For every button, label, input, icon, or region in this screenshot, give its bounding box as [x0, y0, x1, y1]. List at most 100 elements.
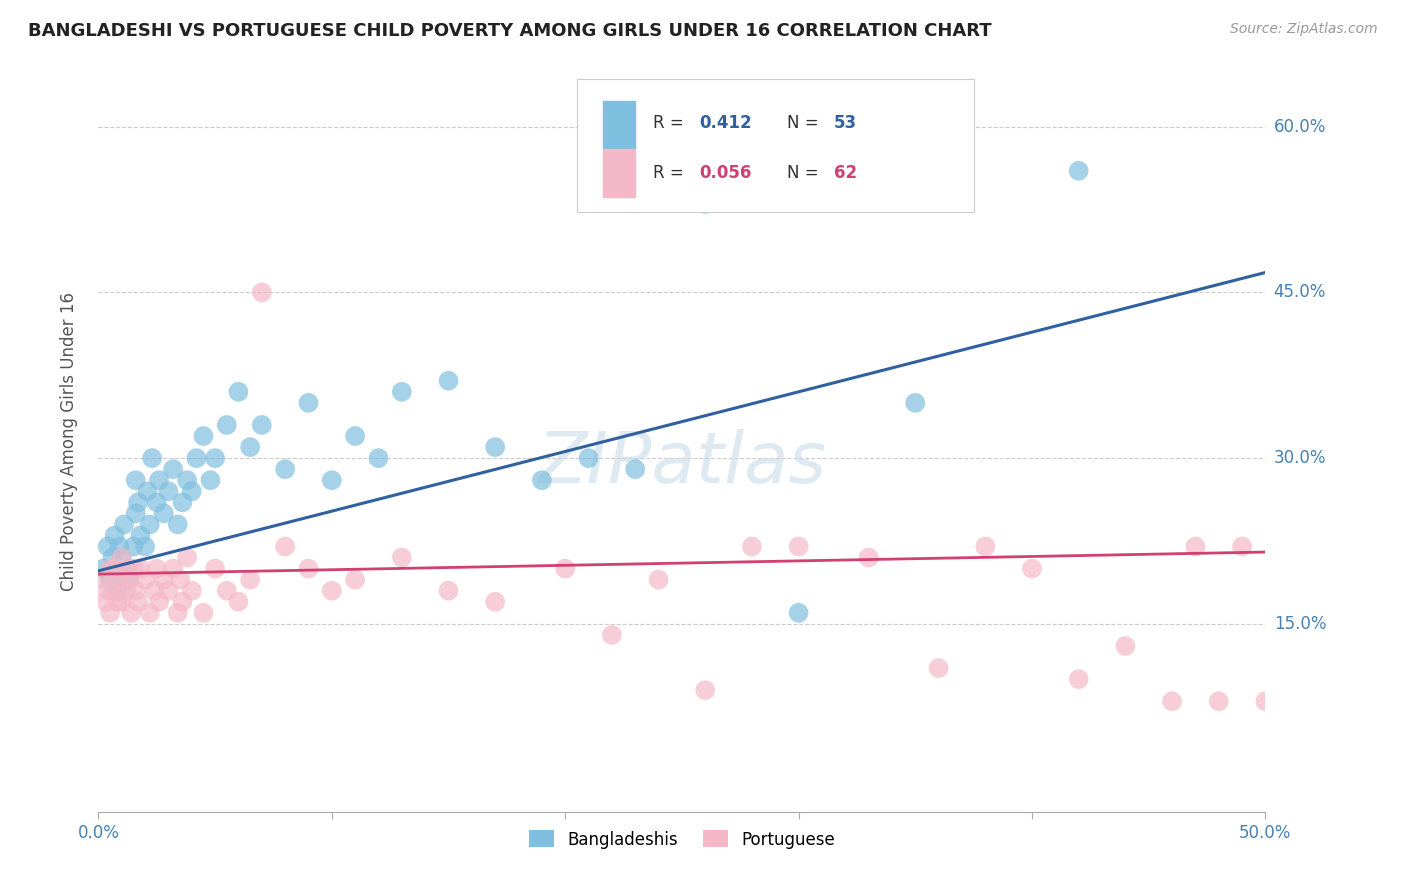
Point — [367, 451, 389, 466]
Point — [204, 451, 226, 466]
Point — [118, 573, 141, 587]
Point — [274, 540, 297, 554]
Point — [647, 573, 669, 587]
Point — [215, 583, 238, 598]
Point — [172, 595, 194, 609]
Point — [250, 285, 273, 300]
Legend: Bangladeshis, Portuguese: Bangladeshis, Portuguese — [522, 823, 842, 855]
Point — [101, 550, 124, 565]
Point — [274, 462, 297, 476]
Point — [157, 583, 180, 598]
Point — [139, 517, 162, 532]
Point — [530, 473, 553, 487]
Point — [125, 473, 148, 487]
Point — [239, 440, 262, 454]
Point — [105, 561, 128, 575]
Text: 62: 62 — [834, 164, 856, 182]
Text: 45.0%: 45.0% — [1274, 284, 1326, 301]
Point — [321, 583, 343, 598]
Text: BANGLADESHI VS PORTUGUESE CHILD POVERTY AMONG GIRLS UNDER 16 CORRELATION CHART: BANGLADESHI VS PORTUGUESE CHILD POVERTY … — [28, 22, 991, 40]
Point — [111, 550, 134, 565]
Point — [1161, 694, 1184, 708]
Point — [162, 561, 184, 575]
Point — [974, 540, 997, 554]
Bar — [603, 149, 636, 197]
Point — [98, 573, 121, 587]
Point — [125, 583, 148, 598]
Text: N =: N = — [787, 114, 824, 132]
Point — [180, 583, 202, 598]
Point — [146, 561, 169, 575]
Point — [193, 606, 215, 620]
Point — [741, 540, 763, 554]
Point — [166, 606, 188, 620]
Point — [105, 595, 128, 609]
Point — [858, 550, 880, 565]
Point — [118, 573, 141, 587]
Point — [344, 429, 367, 443]
Point — [484, 595, 506, 609]
Point — [108, 573, 131, 587]
Point — [104, 561, 127, 575]
Point — [695, 197, 717, 211]
Point — [169, 573, 191, 587]
Point — [122, 561, 145, 575]
Point — [97, 583, 120, 598]
Point — [904, 396, 927, 410]
Point — [112, 517, 135, 532]
Point — [1021, 561, 1043, 575]
Point — [139, 606, 162, 620]
Point — [91, 573, 114, 587]
Point — [321, 473, 343, 487]
Point — [105, 583, 128, 598]
Text: 15.0%: 15.0% — [1274, 615, 1326, 632]
Point — [239, 573, 262, 587]
Point — [162, 462, 184, 476]
Point — [129, 528, 152, 542]
Point — [437, 374, 460, 388]
Point — [129, 561, 152, 575]
Point — [391, 384, 413, 399]
Point — [136, 484, 159, 499]
Point — [228, 384, 250, 399]
Point — [200, 473, 222, 487]
Point — [787, 540, 810, 554]
Point — [600, 628, 623, 642]
Point — [193, 429, 215, 443]
Point — [928, 661, 950, 675]
Point — [1208, 694, 1230, 708]
Point — [157, 484, 180, 499]
Point — [125, 507, 148, 521]
Point — [1230, 540, 1253, 554]
Point — [148, 595, 170, 609]
Text: 60.0%: 60.0% — [1274, 118, 1326, 136]
Point — [228, 595, 250, 609]
Point — [176, 550, 198, 565]
Text: Source: ZipAtlas.com: Source: ZipAtlas.com — [1230, 22, 1378, 37]
Point — [344, 573, 367, 587]
Point — [127, 595, 149, 609]
Point — [437, 583, 460, 598]
Point — [391, 550, 413, 565]
Point — [180, 484, 202, 499]
Point — [297, 396, 319, 410]
Point — [1067, 163, 1090, 178]
Point — [695, 683, 717, 698]
Point — [1254, 694, 1277, 708]
Point — [148, 473, 170, 487]
Point — [204, 561, 226, 575]
Point — [120, 606, 142, 620]
Point — [112, 561, 135, 575]
Point — [111, 595, 134, 609]
Point — [94, 595, 117, 609]
Point — [143, 583, 166, 598]
Point — [91, 561, 114, 575]
Bar — [603, 101, 636, 149]
Point — [297, 561, 319, 575]
Point — [108, 540, 131, 554]
Point — [1184, 540, 1206, 554]
Point — [166, 517, 188, 532]
Point — [127, 495, 149, 509]
Y-axis label: Child Poverty Among Girls Under 16: Child Poverty Among Girls Under 16 — [59, 292, 77, 591]
Text: R =: R = — [652, 114, 689, 132]
